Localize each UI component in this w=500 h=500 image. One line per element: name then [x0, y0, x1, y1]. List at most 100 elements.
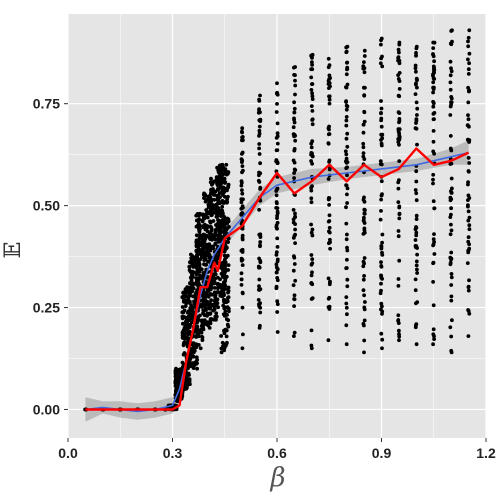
data-point — [414, 342, 419, 347]
data-point — [239, 200, 244, 205]
data-point — [224, 328, 229, 333]
grid — [67, 14, 487, 438]
data-point — [309, 75, 314, 80]
data-point — [212, 179, 216, 184]
data-point — [274, 286, 279, 291]
data-point — [240, 129, 244, 134]
data-point — [219, 211, 223, 216]
data-point — [414, 191, 419, 196]
data-point — [362, 199, 367, 204]
data-point — [212, 279, 217, 284]
data-point — [466, 250, 471, 255]
data-point — [291, 236, 296, 240]
y-tick-label: 0.25 — [33, 300, 60, 316]
data-point — [200, 219, 205, 224]
y-tick-label: 0.75 — [33, 96, 60, 112]
data-point — [220, 167, 225, 172]
data-point — [309, 343, 314, 348]
data-point — [291, 220, 296, 225]
data-point — [362, 305, 367, 310]
data-point — [223, 260, 228, 265]
data-point — [328, 237, 332, 242]
data-point — [219, 181, 224, 186]
data-point — [344, 72, 349, 77]
data-point — [414, 76, 419, 81]
data-point — [241, 138, 245, 143]
data-point — [328, 76, 332, 80]
data-point — [326, 296, 331, 301]
data-point — [467, 227, 472, 232]
data-point — [203, 262, 208, 267]
data-point — [275, 302, 280, 307]
data-point — [362, 70, 367, 75]
data-point — [240, 188, 244, 193]
data-point — [379, 99, 383, 103]
data-point — [310, 67, 315, 72]
data-point — [432, 232, 436, 237]
data-point — [466, 72, 471, 76]
data-point — [201, 327, 206, 332]
data-point — [432, 40, 437, 45]
data-point — [431, 104, 436, 109]
data-point — [274, 270, 279, 275]
data-point — [293, 83, 298, 88]
data-point — [326, 276, 331, 281]
data-point — [240, 135, 245, 139]
data-point — [397, 338, 401, 343]
data-point — [380, 64, 385, 69]
data-point — [176, 378, 181, 383]
data-point — [209, 176, 213, 181]
data-point — [256, 178, 261, 183]
x-axis-title: β — [269, 463, 285, 493]
data-point — [414, 46, 419, 51]
data-point — [240, 250, 245, 254]
data-point — [275, 299, 280, 304]
data-point — [310, 151, 314, 156]
data-point — [274, 148, 279, 153]
data-point — [223, 342, 227, 347]
data-point — [258, 161, 262, 166]
data-point — [449, 29, 454, 33]
data-point — [378, 217, 383, 222]
data-point — [362, 323, 366, 328]
data-point — [344, 342, 349, 347]
data-point — [194, 243, 199, 248]
data-point — [448, 260, 453, 265]
data-point — [345, 82, 350, 87]
data-point — [415, 106, 420, 111]
data-point — [194, 262, 199, 267]
data-point — [239, 271, 244, 276]
data-point — [310, 257, 315, 261]
data-point — [224, 200, 229, 205]
data-point — [239, 213, 244, 217]
data-point — [465, 137, 470, 142]
data-point — [413, 277, 418, 282]
data-point — [379, 281, 383, 286]
data-point — [258, 240, 263, 244]
data-point — [362, 110, 367, 115]
data-point — [362, 338, 367, 343]
data-point — [208, 200, 213, 205]
data-point — [205, 224, 210, 228]
data-point — [205, 229, 210, 234]
data-point — [380, 337, 385, 342]
data-point — [431, 327, 436, 332]
data-point — [327, 101, 332, 106]
data-point — [187, 268, 192, 272]
data-point — [291, 158, 296, 163]
data-point — [216, 188, 221, 192]
data-point — [345, 245, 349, 250]
series-lines — [85, 147, 470, 413]
data-point — [309, 253, 314, 257]
data-point — [204, 253, 208, 258]
data-point — [309, 281, 314, 285]
data-point — [449, 283, 454, 287]
data-point — [190, 309, 195, 313]
data-point — [222, 266, 227, 271]
data-point — [191, 366, 196, 370]
data-point — [466, 156, 471, 160]
data-point — [466, 57, 470, 62]
data-point — [309, 141, 314, 146]
x-tick-label: 1.2 — [476, 445, 496, 461]
data-point — [449, 250, 454, 255]
